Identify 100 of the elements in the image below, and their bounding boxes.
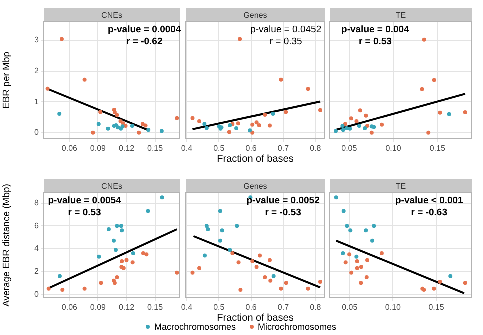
point — [175, 116, 180, 120]
x-tick-label: 0.5 — [214, 144, 226, 154]
point — [343, 122, 348, 126]
point — [238, 288, 243, 292]
point — [115, 113, 120, 118]
point — [448, 274, 453, 278]
y-axis-title: Average EBR distance (Mbp) — [1, 184, 12, 307]
annotation: r = -0.62 — [126, 36, 163, 48]
point — [118, 119, 123, 124]
point — [82, 78, 87, 82]
point — [115, 224, 120, 228]
point — [250, 259, 255, 264]
x-tick-label: 0.15 — [430, 144, 446, 154]
point — [82, 286, 87, 291]
point — [284, 281, 288, 286]
x-tick-label: 0.06 — [62, 144, 78, 154]
point — [175, 270, 180, 275]
point — [354, 254, 359, 259]
x-tick-label: 0.05 — [342, 303, 358, 312]
legend-label: Macrochromosomes — [154, 322, 236, 332]
x-tick-label: 0.8 — [310, 144, 322, 154]
point — [60, 37, 64, 42]
point — [342, 209, 346, 214]
point — [271, 112, 276, 116]
point — [318, 108, 322, 112]
point — [364, 275, 369, 280]
x-tick-label: 0.10 — [385, 303, 402, 312]
point — [279, 286, 284, 291]
point — [106, 126, 110, 131]
annotation: p-value = 0.0054 — [48, 195, 122, 206]
point — [160, 196, 164, 200]
point — [447, 112, 452, 116]
point — [268, 258, 272, 262]
point — [370, 238, 375, 243]
point — [96, 122, 101, 126]
point — [372, 224, 376, 228]
point — [130, 124, 134, 128]
point — [344, 126, 349, 131]
y-tick-label: 0 — [34, 128, 40, 138]
chart-title: Genes — [186, 179, 325, 193]
point — [272, 274, 276, 278]
x-tick-label: 0.12 — [118, 144, 136, 154]
point — [258, 254, 262, 258]
y-tick-label: 0 — [34, 290, 40, 299]
point — [348, 228, 353, 233]
x-axis-title: Fraction of bases — [217, 154, 294, 165]
point — [354, 119, 359, 124]
point — [218, 209, 222, 214]
x-tick-label: 0.15 — [147, 303, 164, 312]
legend-label: Microchromosomes — [258, 322, 337, 332]
point — [220, 228, 224, 233]
chart-title: TE — [330, 8, 472, 22]
point — [202, 122, 207, 126]
x-tick-label: 0.06 — [62, 303, 78, 312]
point — [60, 288, 65, 292]
point — [340, 124, 345, 128]
point — [248, 128, 252, 133]
x-tick-label: 0.05 — [342, 144, 358, 154]
point — [115, 275, 120, 280]
point — [141, 251, 146, 256]
point — [355, 259, 360, 264]
point — [348, 126, 352, 131]
point — [432, 286, 436, 291]
annotation: r = -0.53 — [265, 207, 302, 218]
point — [318, 280, 322, 284]
x-tick-label: 0.09 — [90, 303, 107, 312]
point — [334, 129, 338, 134]
point — [358, 108, 362, 113]
chart-title: CNEs — [44, 8, 180, 22]
point — [114, 248, 118, 252]
x-tick-label: 0.6 — [246, 144, 258, 154]
point — [365, 258, 370, 262]
point — [137, 130, 142, 135]
point — [250, 122, 255, 127]
point — [112, 238, 116, 243]
point — [144, 124, 148, 128]
point — [263, 112, 268, 117]
point — [112, 110, 117, 115]
x-tick-label: 0.4 — [181, 144, 194, 154]
point — [112, 281, 117, 286]
point — [227, 130, 232, 134]
point — [58, 274, 62, 278]
point — [348, 252, 352, 257]
point — [198, 266, 202, 270]
point — [46, 286, 51, 291]
point — [234, 126, 239, 131]
point — [357, 124, 362, 128]
point — [438, 110, 442, 115]
point — [364, 228, 368, 233]
y-tick-label: 2 — [34, 266, 40, 276]
point — [204, 224, 209, 228]
point — [190, 116, 195, 120]
x-tick-label: 0.15 — [147, 144, 164, 154]
chart-title: CNEs — [44, 179, 180, 193]
point — [235, 224, 240, 228]
point — [236, 260, 241, 265]
y-tick-label: 1 — [34, 97, 40, 106]
point — [363, 126, 368, 131]
point — [306, 87, 310, 92]
point — [236, 122, 240, 126]
